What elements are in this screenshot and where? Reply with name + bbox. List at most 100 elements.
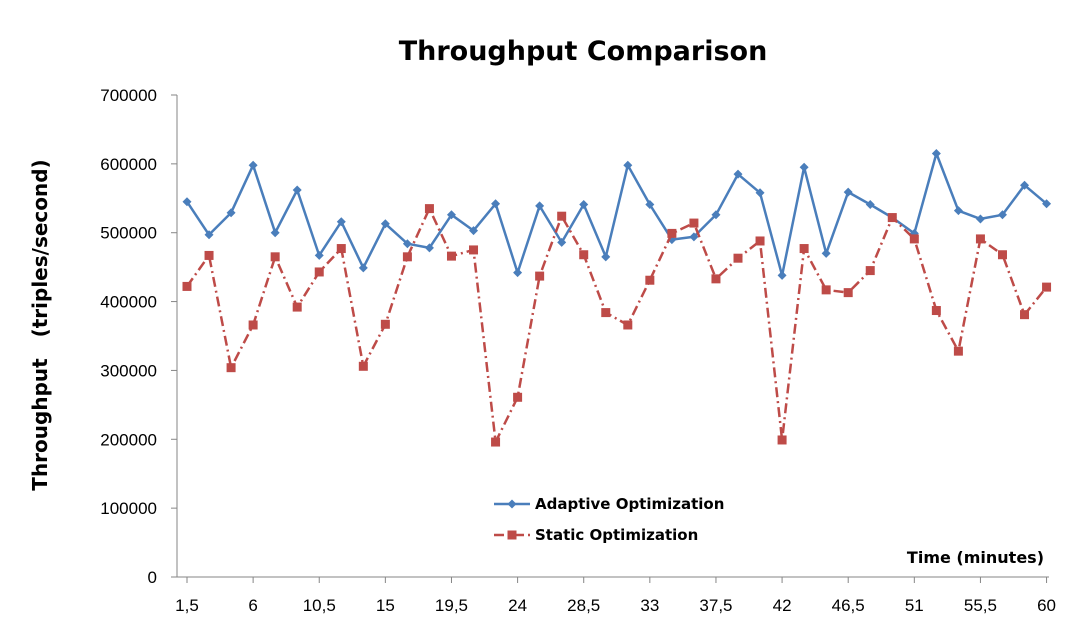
data-point-static bbox=[865, 266, 875, 276]
data-point-adaptive bbox=[226, 208, 236, 218]
data-point-adaptive bbox=[424, 243, 434, 253]
data-point-adaptive bbox=[997, 210, 1007, 220]
data-point-adaptive bbox=[755, 188, 765, 198]
x-tick-label: 15 bbox=[376, 596, 395, 615]
data-point-static bbox=[579, 250, 589, 260]
data-point-adaptive bbox=[535, 201, 545, 211]
data-point-static bbox=[777, 435, 787, 445]
series-layer bbox=[182, 149, 1052, 447]
data-point-adaptive bbox=[601, 252, 611, 262]
data-point-adaptive bbox=[446, 210, 456, 220]
y-tick-label: 700000 bbox=[100, 86, 157, 105]
data-point-static bbox=[446, 251, 456, 261]
y-tick-label: 300000 bbox=[100, 361, 157, 380]
legend-label-static: Static Optimization bbox=[535, 526, 698, 544]
data-point-adaptive bbox=[358, 263, 368, 273]
axes bbox=[176, 95, 1049, 578]
data-point-adaptive bbox=[579, 199, 589, 209]
data-point-adaptive bbox=[248, 160, 258, 170]
data-point-adaptive bbox=[402, 239, 412, 249]
legend-marker-static bbox=[507, 530, 517, 540]
data-point-adaptive bbox=[931, 149, 941, 159]
data-point-adaptive bbox=[1020, 180, 1030, 190]
y-tick-label: 600000 bbox=[100, 155, 157, 174]
legend-label-adaptive: Adaptive Optimization bbox=[535, 495, 724, 513]
data-point-static bbox=[292, 302, 302, 312]
data-point-static bbox=[535, 271, 545, 281]
data-point-static bbox=[667, 228, 677, 238]
x-tick-label: 1,5 bbox=[175, 596, 199, 615]
data-point-adaptive bbox=[380, 219, 390, 229]
x-tick-label: 42 bbox=[773, 596, 792, 615]
data-point-adaptive bbox=[623, 160, 633, 170]
data-point-adaptive bbox=[491, 199, 501, 209]
data-point-static bbox=[623, 320, 633, 330]
data-point-static bbox=[226, 363, 236, 373]
data-point-adaptive bbox=[711, 210, 721, 220]
data-point-static bbox=[314, 267, 324, 277]
data-point-static bbox=[953, 346, 963, 356]
data-point-static bbox=[248, 320, 258, 330]
data-point-static bbox=[336, 244, 346, 254]
data-point-static bbox=[491, 437, 501, 447]
x-tick-label: 19,5 bbox=[435, 596, 468, 615]
data-point-adaptive bbox=[270, 228, 280, 238]
data-point-static bbox=[469, 245, 479, 255]
x-tick-label: 28,5 bbox=[567, 596, 600, 615]
data-point-adaptive bbox=[953, 206, 963, 216]
x-axis-label: Time (minutes) bbox=[907, 548, 1044, 567]
data-point-adaptive bbox=[821, 248, 831, 258]
data-point-static bbox=[380, 319, 390, 329]
data-point-adaptive bbox=[469, 226, 479, 236]
x-tick-label: 60 bbox=[1037, 596, 1056, 615]
y-tick-label: 100000 bbox=[100, 499, 157, 518]
data-point-static bbox=[513, 392, 523, 402]
x-tick-label: 51 bbox=[905, 596, 924, 615]
data-point-adaptive bbox=[204, 230, 214, 240]
chart-title: Throughput Comparison bbox=[399, 36, 768, 67]
legend: Adaptive Optimization Static Optimizatio… bbox=[494, 495, 724, 544]
data-point-adaptive bbox=[182, 197, 192, 207]
data-point-static bbox=[821, 285, 831, 295]
data-point-adaptive bbox=[1042, 199, 1052, 209]
x-ticks: 1,5 6 10,5 15 19,5 24 28,5 33 37,5 42 46,5 51 55,5 60 bbox=[175, 577, 1056, 615]
series-static bbox=[182, 204, 1052, 447]
y-tick-label: 500000 bbox=[100, 224, 157, 243]
data-point-static bbox=[557, 211, 567, 221]
legend-item-static: Static Optimization bbox=[494, 526, 698, 544]
legend-marker-adaptive bbox=[507, 499, 517, 509]
y-tick-label: 200000 bbox=[100, 430, 157, 449]
data-point-adaptive bbox=[975, 214, 985, 224]
data-point-adaptive bbox=[336, 217, 346, 227]
data-point-static bbox=[909, 234, 919, 244]
data-point-adaptive bbox=[777, 270, 787, 280]
x-tick-label: 46,5 bbox=[832, 596, 865, 615]
data-point-static bbox=[887, 213, 897, 223]
x-tick-label: 10,5 bbox=[303, 596, 336, 615]
x-tick-label: 6 bbox=[248, 596, 257, 615]
data-point-static bbox=[182, 281, 192, 291]
series-line-static bbox=[185, 207, 1048, 444]
data-point-adaptive bbox=[843, 187, 853, 197]
data-point-adaptive bbox=[557, 237, 567, 247]
data-point-adaptive bbox=[865, 199, 875, 209]
data-point-adaptive bbox=[292, 185, 302, 195]
data-point-static bbox=[711, 274, 721, 284]
data-point-static bbox=[424, 204, 434, 214]
data-point-static bbox=[270, 252, 280, 262]
data-point-static bbox=[931, 306, 941, 316]
data-point-adaptive bbox=[689, 232, 699, 242]
data-point-adaptive bbox=[733, 169, 743, 179]
x-tick-label: 55,5 bbox=[964, 596, 997, 615]
data-point-static bbox=[997, 250, 1007, 260]
data-point-static bbox=[689, 218, 699, 228]
data-point-static bbox=[601, 308, 611, 318]
data-point-static bbox=[843, 288, 853, 298]
y-tick-label: 0 bbox=[148, 568, 157, 587]
data-point-static bbox=[402, 252, 412, 262]
data-point-static bbox=[358, 361, 368, 371]
legend-item-adaptive: Adaptive Optimization bbox=[494, 495, 724, 513]
data-point-static bbox=[799, 244, 809, 254]
data-point-static bbox=[733, 253, 743, 263]
series-adaptive bbox=[182, 149, 1052, 280]
